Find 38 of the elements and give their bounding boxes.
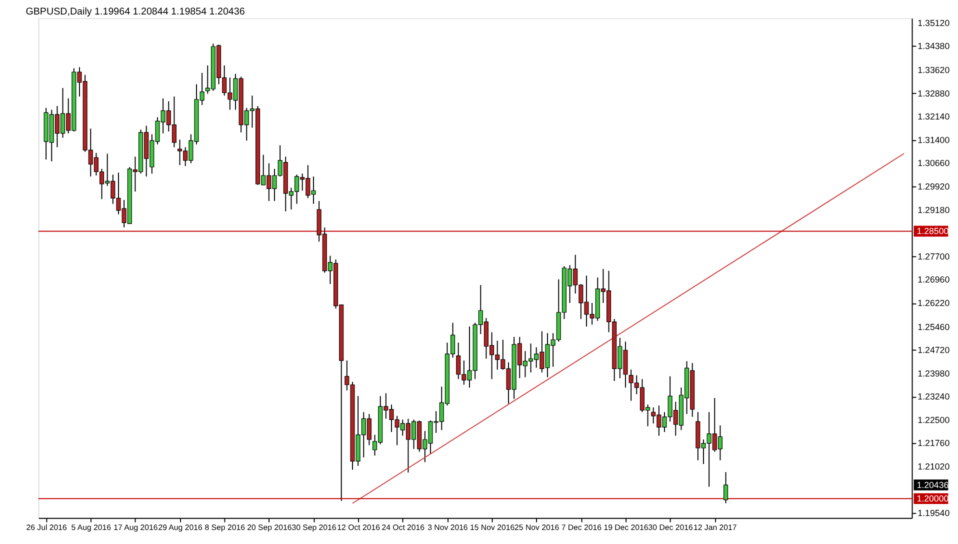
y-tick-label: 1.24720 <box>918 345 950 356</box>
x-tick-label: 12 Jan 2017 <box>694 523 737 532</box>
x-tick-label: 15 Nov 2016 <box>470 523 516 532</box>
x-tick-label: 12 Oct 2016 <box>337 523 381 532</box>
x-tick-label: 30 Dec 2016 <box>648 523 694 532</box>
y-tick-label: 1.21020 <box>918 462 950 472</box>
y-tick-label: 1.26960 <box>918 274 950 285</box>
x-tick-label: 26 Jul 2016 <box>26 523 68 532</box>
y-tick-label: 1.26220 <box>918 298 950 308</box>
y-tick-label: 1.32140 <box>918 112 950 122</box>
y-tick-label: 1.23980 <box>918 368 950 378</box>
x-tick-label: 5 Aug 2016 <box>71 523 112 532</box>
y-tick-label: 1.29180 <box>918 204 950 215</box>
y-tick-label: 1.19540 <box>918 508 950 518</box>
y-tick-label: 1.35120 <box>918 18 950 28</box>
x-tick-label: 7 Dec 2016 <box>561 523 602 532</box>
candlestick <box>724 472 728 504</box>
x-tick-label: 19 Dec 2016 <box>604 523 649 532</box>
y-tick-label: 1.31400 <box>918 134 950 145</box>
y-tick-label: 1.30660 <box>918 158 950 168</box>
x-tick-label: 29 Aug 2016 <box>158 523 203 532</box>
y-tick-label: 1.21760 <box>918 438 950 448</box>
x-tick-label: 25 Nov 2016 <box>514 523 560 532</box>
y-tick-label: 1.27700 <box>918 251 950 262</box>
x-tick-label: 17 Aug 2016 <box>114 523 158 532</box>
x-tick-label: 24 Oct 2016 <box>382 523 426 532</box>
y-tick-label: 1.33620 <box>918 65 950 76</box>
y-tick-label: 1.22500 <box>918 414 950 425</box>
x-tick-label: 30 Sep 2016 <box>292 523 337 532</box>
y-tick-label: 1.23240 <box>918 392 950 402</box>
y-tick-label: 1.29920 <box>918 181 950 192</box>
y-tick-label: 1.25460 <box>918 322 950 332</box>
chart-title: GBPUSD,Daily 1.19964 1.20844 1.19854 1.20436 <box>26 6 246 18</box>
y-tick-label: 1.32880 <box>918 88 950 98</box>
x-tick-label: 3 Nov 2016 <box>428 523 468 532</box>
y-tick-label: 1.34380 <box>918 41 950 52</box>
x-tick-label: 8 Sep 2016 <box>204 523 246 532</box>
x-tick-label: 20 Sep 2016 <box>247 523 292 532</box>
